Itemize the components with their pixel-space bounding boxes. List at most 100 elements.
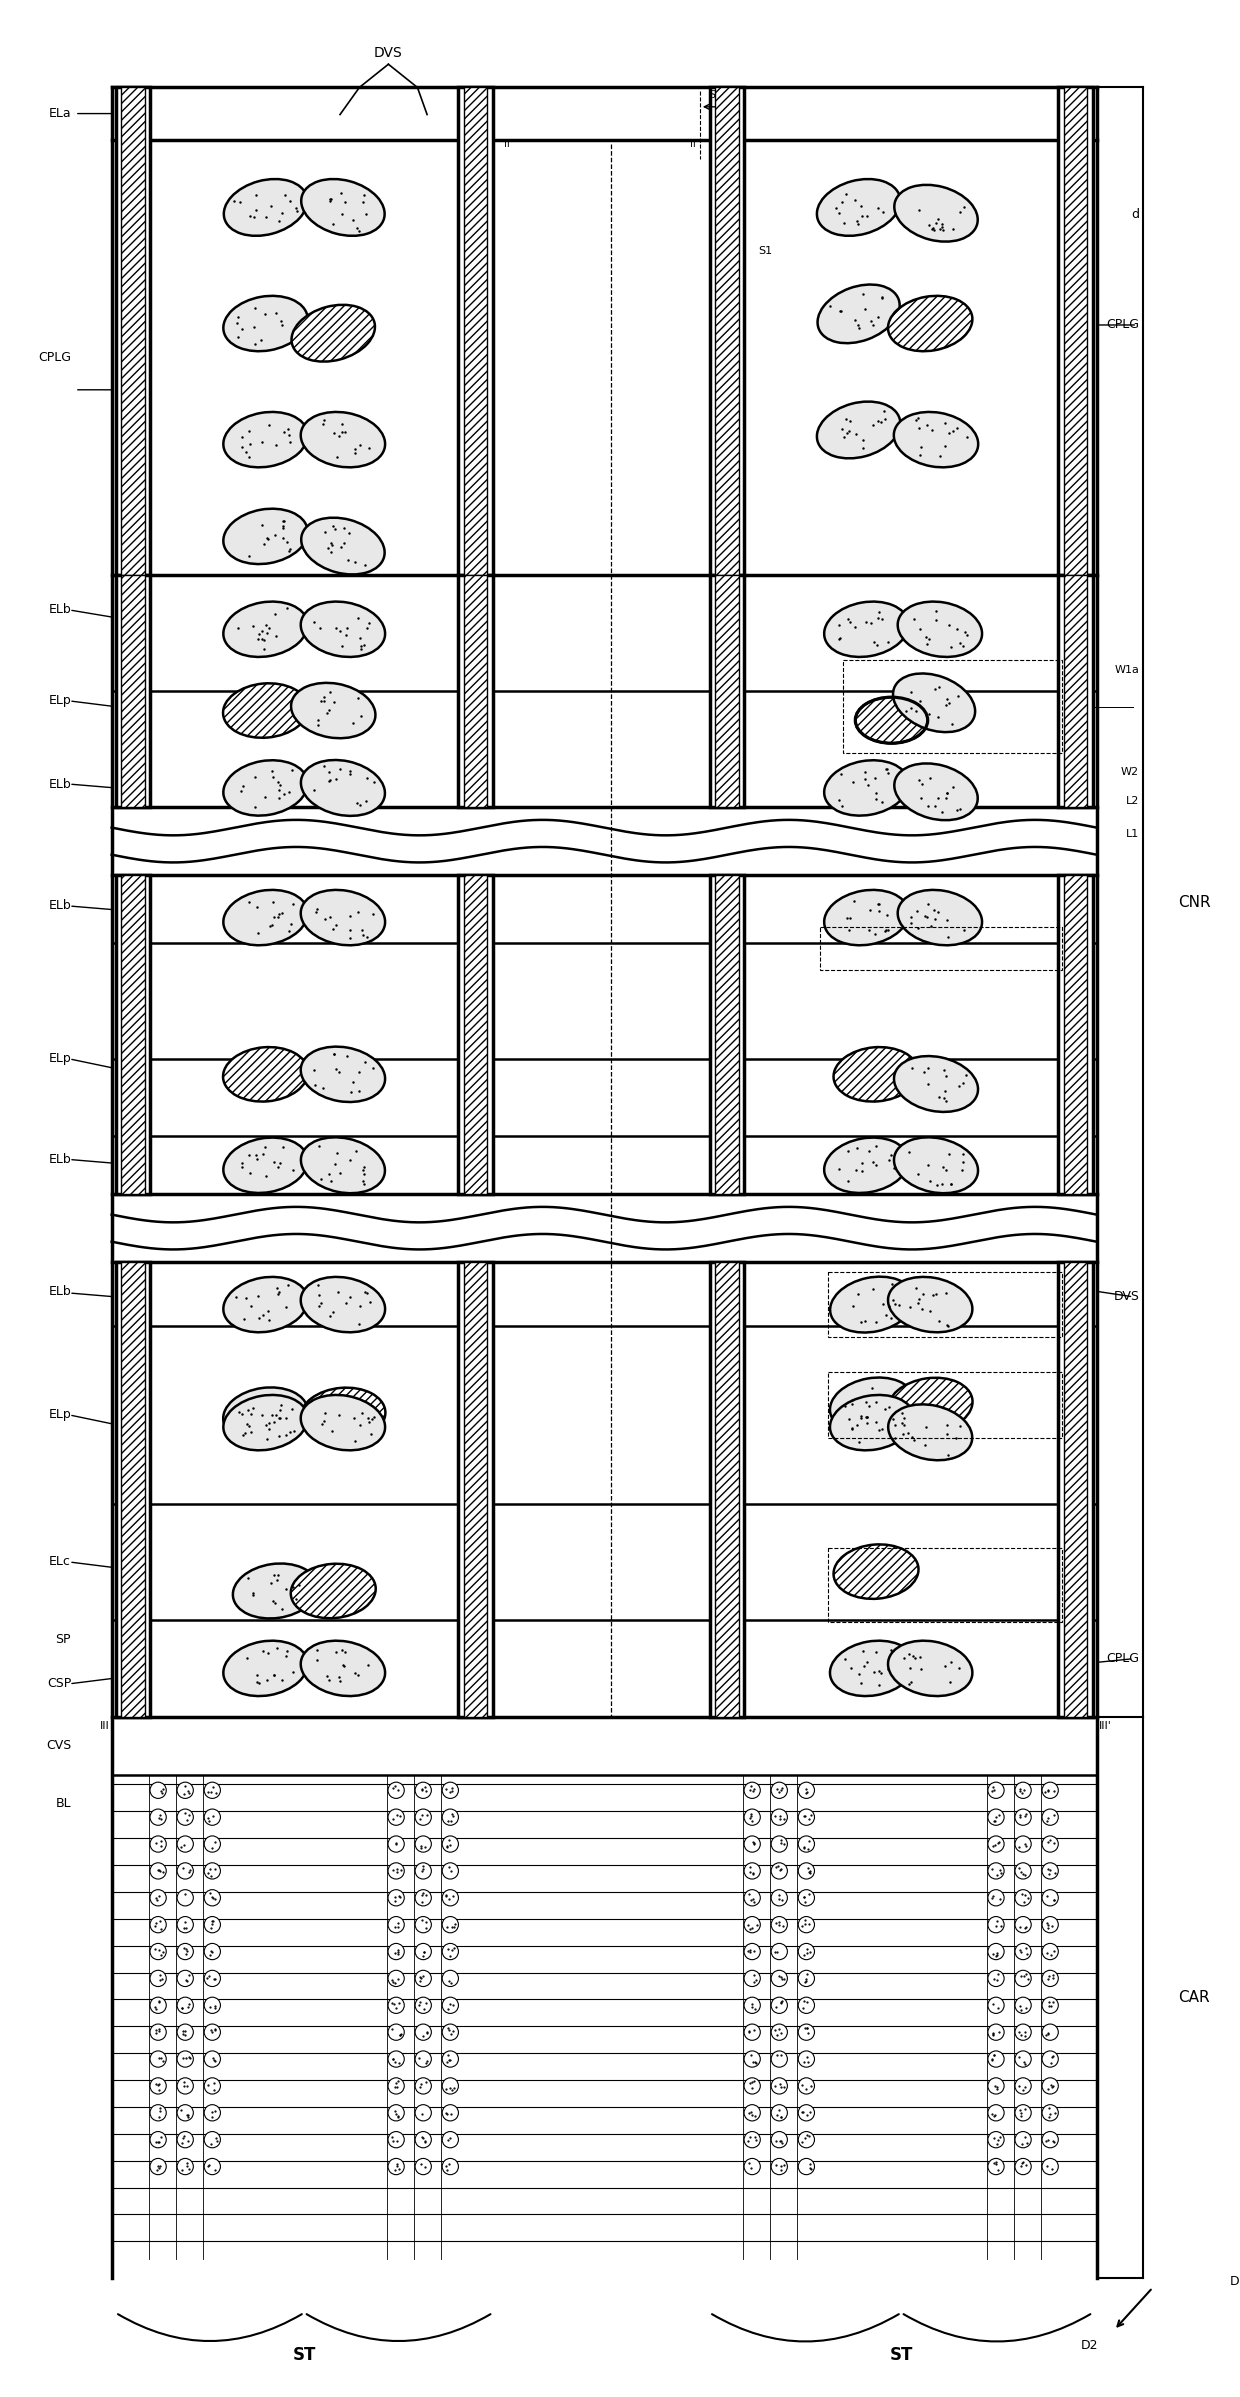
Text: d: d <box>1131 209 1140 221</box>
Circle shape <box>1042 2052 1058 2066</box>
Circle shape <box>177 2157 193 2174</box>
Bar <box>458 1263 492 1716</box>
Circle shape <box>388 1781 404 1798</box>
Circle shape <box>799 1889 815 1906</box>
Circle shape <box>1016 2023 1032 2040</box>
Circle shape <box>1042 2023 1058 2040</box>
Ellipse shape <box>830 1278 914 1333</box>
Circle shape <box>177 2131 193 2148</box>
Ellipse shape <box>894 762 977 820</box>
Circle shape <box>771 1836 787 1853</box>
Bar <box>115 875 150 1194</box>
Circle shape <box>415 1918 432 1932</box>
Ellipse shape <box>830 1395 914 1450</box>
Circle shape <box>443 2105 459 2121</box>
Circle shape <box>799 1970 815 1987</box>
Circle shape <box>415 1810 432 1824</box>
Circle shape <box>177 1781 193 1798</box>
Bar <box>827 1548 1061 1623</box>
Bar <box>122 86 145 575</box>
Ellipse shape <box>301 602 386 657</box>
Circle shape <box>443 1836 459 1853</box>
Circle shape <box>150 2052 166 2066</box>
Circle shape <box>443 1918 459 1932</box>
Ellipse shape <box>898 602 982 657</box>
Text: S2: S2 <box>708 91 723 101</box>
Text: ELb: ELb <box>48 899 71 913</box>
Ellipse shape <box>223 1640 308 1697</box>
Ellipse shape <box>290 1563 376 1618</box>
Bar <box>458 875 492 1194</box>
Circle shape <box>177 1836 193 1853</box>
Text: SP: SP <box>56 1632 71 1647</box>
Text: CPLG: CPLG <box>38 350 71 364</box>
Bar <box>709 86 744 575</box>
Bar <box>464 1263 487 1716</box>
Ellipse shape <box>817 180 900 235</box>
Circle shape <box>1016 1970 1032 1987</box>
Bar <box>1058 575 1092 808</box>
Bar <box>820 928 1061 971</box>
Bar <box>715 575 739 808</box>
Circle shape <box>150 1862 166 1879</box>
Circle shape <box>771 1944 787 1961</box>
Circle shape <box>988 2157 1004 2174</box>
Circle shape <box>799 1918 815 1932</box>
Circle shape <box>988 2105 1004 2121</box>
Circle shape <box>388 1997 404 2013</box>
Ellipse shape <box>301 1278 386 1333</box>
Circle shape <box>150 1944 166 1961</box>
Ellipse shape <box>223 508 308 563</box>
Circle shape <box>744 1997 760 2013</box>
Circle shape <box>744 2052 760 2066</box>
Circle shape <box>1016 1810 1032 1824</box>
Circle shape <box>177 1862 193 1879</box>
Circle shape <box>177 1889 193 1906</box>
Circle shape <box>771 2157 787 2174</box>
Circle shape <box>799 2105 815 2121</box>
Circle shape <box>1016 1997 1032 2013</box>
Circle shape <box>415 1889 432 1906</box>
Bar <box>115 86 150 575</box>
Circle shape <box>205 2023 221 2040</box>
Ellipse shape <box>825 889 909 944</box>
Circle shape <box>415 2023 432 2040</box>
Text: DVS: DVS <box>374 46 403 60</box>
Bar <box>827 1373 1061 1438</box>
Text: L2: L2 <box>1126 796 1140 805</box>
Circle shape <box>150 1810 166 1824</box>
Circle shape <box>771 1970 787 1987</box>
Ellipse shape <box>825 602 909 657</box>
Circle shape <box>443 2131 459 2148</box>
Circle shape <box>205 1862 221 1879</box>
Circle shape <box>415 1836 432 1853</box>
Bar <box>122 875 145 1194</box>
Text: II': II' <box>689 139 698 149</box>
Circle shape <box>150 2105 166 2121</box>
Ellipse shape <box>300 1388 386 1443</box>
Circle shape <box>1042 1970 1058 1987</box>
Text: III': III' <box>1099 1721 1111 1731</box>
Bar <box>1058 1263 1092 1716</box>
Circle shape <box>443 1997 459 2013</box>
Circle shape <box>771 1810 787 1824</box>
Circle shape <box>388 2023 404 2040</box>
Text: ELb: ELb <box>48 604 71 616</box>
Ellipse shape <box>301 518 384 575</box>
Bar <box>715 1263 739 1716</box>
Bar <box>843 659 1061 753</box>
Ellipse shape <box>223 1139 308 1194</box>
Text: D1: D1 <box>1230 2275 1240 2289</box>
Bar <box>1064 1263 1087 1716</box>
Circle shape <box>799 2078 815 2095</box>
Circle shape <box>744 1944 760 1961</box>
Circle shape <box>1016 2131 1032 2148</box>
Bar <box>1064 86 1087 575</box>
Circle shape <box>799 1836 815 1853</box>
Circle shape <box>988 1889 1004 1906</box>
Circle shape <box>744 1836 760 1853</box>
Text: L1: L1 <box>1126 829 1140 839</box>
Circle shape <box>771 2052 787 2066</box>
Circle shape <box>1042 1889 1058 1906</box>
Ellipse shape <box>223 180 308 235</box>
